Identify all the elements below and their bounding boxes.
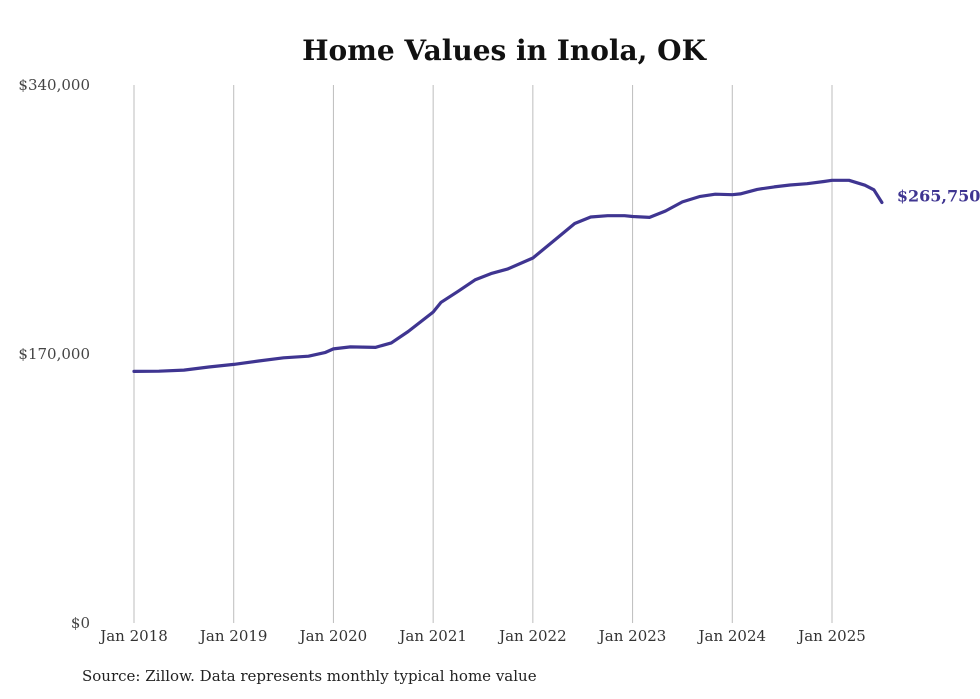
end-value-label: $265,750 [897,186,980,205]
x-tick-label: Jan 2025 [796,627,866,645]
y-axis: $0 $170,000 $340,000 [18,76,90,632]
x-tick-label: Jan 2020 [298,627,368,645]
x-axis: Jan 2018 Jan 2019 Jan 2020 Jan 2021 Jan 2022… [98,627,866,645]
x-tick-label: Jan 2018 [98,627,168,645]
home-value-line [132,178,884,373]
series-layer: $265,750 [132,178,980,373]
source-note: Source: Zillow. Data represents monthly … [82,667,537,685]
x-tick-label: Jan 2021 [397,627,467,645]
gridlines [133,85,833,623]
x-tick-label: Jan 2019 [198,627,268,645]
y-tick-label: $340,000 [18,76,90,94]
y-tick-label: $0 [71,614,90,632]
y-tick-label: $170,000 [18,345,90,363]
chart-title: Home Values in Inola, OK [302,34,707,67]
x-tick-label: Jan 2022 [497,627,567,645]
x-tick-label: Jan 2024 [697,627,767,645]
x-tick-label: Jan 2023 [597,627,667,645]
